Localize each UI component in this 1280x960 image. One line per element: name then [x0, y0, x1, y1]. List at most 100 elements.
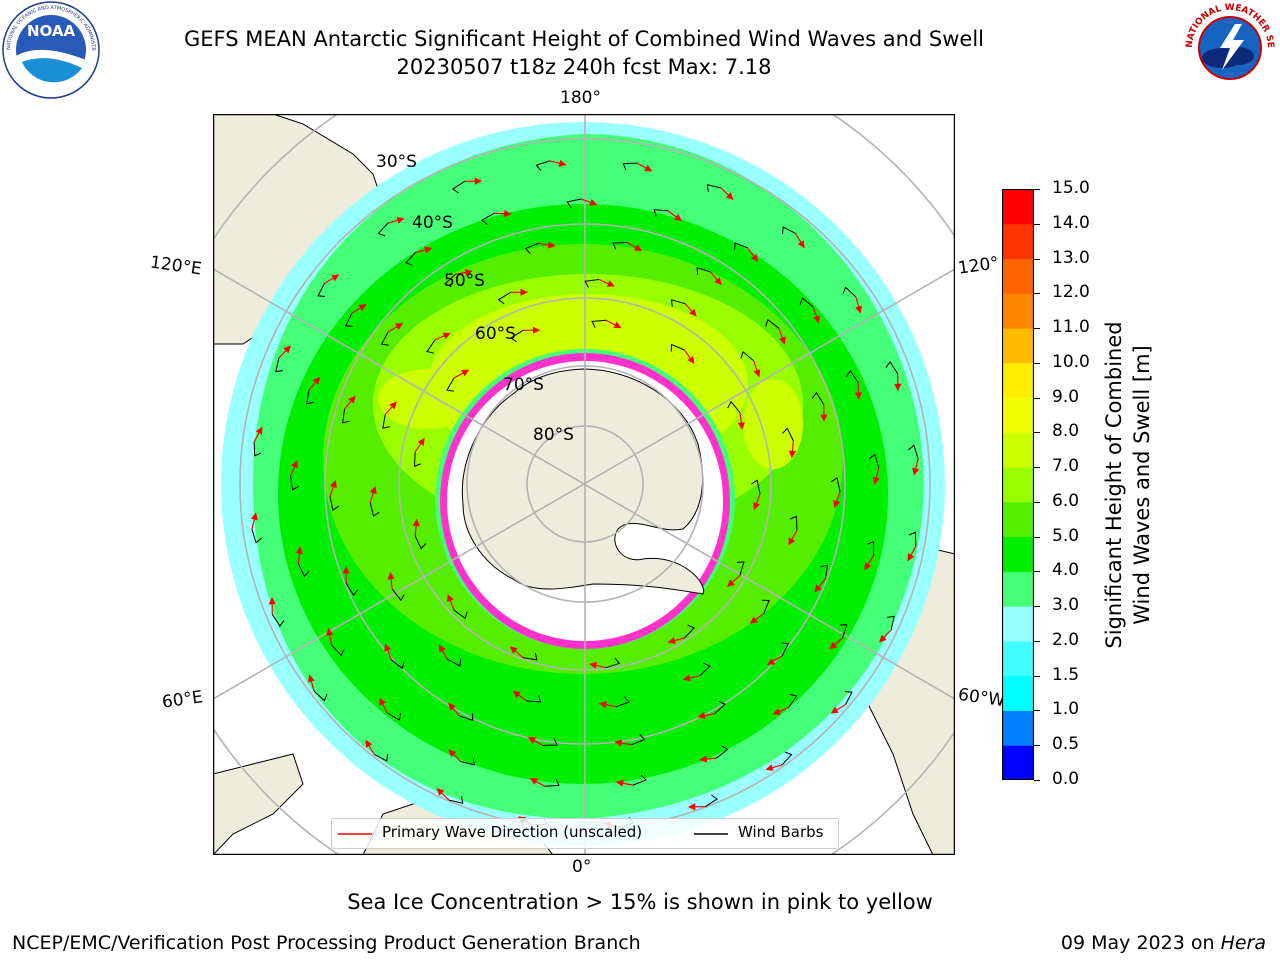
wind-barb: [382, 414, 390, 429]
wave-direction-arrowhead: [907, 553, 915, 562]
colorbar-segment: [1002, 467, 1034, 503]
wave-direction-arrowhead: [504, 210, 512, 218]
colorbar-segment: [1002, 189, 1034, 225]
wave-direction-arrowhead: [412, 518, 420, 527]
wind-barb: [317, 283, 326, 297]
wave-direction-arrowhead: [527, 736, 537, 744]
wind-barb: [830, 477, 841, 492]
lat-label-50s: 50°S: [444, 271, 485, 291]
wind-barb: [653, 209, 669, 217]
wind-barb: [481, 212, 495, 225]
wind-barb: [845, 369, 859, 383]
lat-label-30s: 30°S: [376, 152, 417, 172]
colorbar-tick-mark: [1034, 432, 1040, 434]
wave-direction-arrowhead: [699, 755, 708, 763]
wave-direction-arrowhead: [389, 401, 397, 410]
wind-barb: [313, 690, 328, 702]
colorbar-tick-mark: [1034, 189, 1040, 190]
wave-direction-arrowhead: [331, 274, 340, 282]
wave-direction-arrowhead: [633, 244, 643, 252]
wave-direction-arrowhead: [765, 764, 774, 772]
wave-direction-arrowhead: [342, 566, 350, 574]
map-legend: Primary Wave Direction (unscaled) Wind B…: [331, 818, 839, 849]
lat-label-80s: 80°S: [533, 425, 574, 445]
wind-barb: [369, 502, 380, 517]
wind-barb: [839, 624, 848, 639]
legend-primary-wave-label: Primary Wave Direction (unscaled): [382, 823, 643, 841]
colorbar-segment: [1002, 710, 1034, 746]
wind-barb: [387, 712, 401, 721]
wave-direction-arrowhead: [689, 308, 697, 317]
wave-direction-arrowhead: [369, 485, 377, 495]
wave-direction-arrowhead: [687, 803, 696, 811]
wave-direction-arrowhead: [854, 392, 863, 400]
wind-barb: [782, 427, 794, 442]
colorbar-tick-label: 1.5: [1052, 664, 1080, 685]
wave-direction-arrowhead: [727, 579, 735, 588]
wind-barb: [781, 642, 790, 657]
wind-barb: [453, 609, 468, 620]
wave-direction-arrowhead: [830, 706, 839, 714]
wave-direction-arrowhead: [417, 437, 425, 446]
polar-map: [212, 113, 956, 856]
wind-barb: [290, 475, 299, 491]
wind-barb: [844, 691, 853, 705]
wave-direction-arrowhead: [788, 450, 796, 459]
wind-barb: [452, 180, 465, 194]
noaa-logo-text: NOAA: [27, 22, 76, 40]
wind-barb: [605, 657, 621, 669]
wind-barb: [497, 291, 511, 305]
wave-direction-arrowhead: [614, 739, 623, 747]
colorbar-segment: [1002, 223, 1034, 260]
wind-barb: [380, 331, 389, 346]
colorbar-tick-label: 2.0: [1052, 629, 1080, 650]
wave-direction-arrowhead: [547, 241, 556, 249]
wave-direction-arrowhead: [365, 739, 373, 748]
wave-band-west: [378, 369, 478, 429]
wave-direction-arrowhead: [474, 177, 483, 185]
wind-barb: [566, 198, 582, 209]
wind-barb: [734, 242, 748, 250]
wave-direction-arrowhead: [348, 395, 356, 404]
colorbar-segment: [1002, 675, 1034, 711]
lon-label-120w: 120°: [956, 253, 1001, 279]
wave-direction-arrowhead: [753, 369, 761, 378]
colorbar-segment: [1002, 328, 1034, 364]
wave-direction-arrowhead: [326, 627, 334, 636]
wave-direction-arrowhead: [312, 376, 321, 385]
wind-barb: [391, 588, 405, 602]
date-text: 09 May 2023 on: [1060, 932, 1215, 954]
colorbar-tick-label: 8.0: [1052, 421, 1080, 442]
wind-barb: [842, 286, 857, 298]
wind-barb: [542, 738, 558, 746]
wave-direction-arrowhead: [379, 697, 386, 706]
wind-barb: [251, 529, 262, 544]
wave-direction-arrowhead: [520, 288, 528, 296]
colorbar-segment: [1002, 745, 1034, 781]
wave-direction-arrowhead: [606, 280, 615, 287]
colorbar-segment: [1002, 258, 1034, 294]
wind-barb: [253, 441, 262, 457]
wind-barb: [705, 794, 718, 808]
wind-barb: [908, 444, 919, 459]
wind-barb: [535, 160, 550, 171]
wave-direction-arrowhead: [753, 502, 760, 511]
colorbar-tick-label: 14.0: [1052, 212, 1090, 233]
wave-direction-arrowhead: [894, 383, 902, 392]
wave-direction-arrowhead: [283, 345, 291, 354]
colorbar-tick-mark: [1034, 397, 1040, 399]
colorbar-segment: [1002, 397, 1034, 433]
wave-direction-arrowhead: [387, 571, 395, 580]
wind-barb: [377, 222, 389, 237]
colorbar-segment: [1002, 293, 1034, 329]
wind-barb: [526, 695, 542, 703]
wave-direction-arrowhead: [697, 711, 706, 720]
wave-direction-arrowhead: [358, 303, 367, 311]
wind-barb: [696, 266, 711, 275]
wave-direction-arrowhead: [512, 690, 521, 699]
lat-label-60s: 60°S: [475, 324, 516, 344]
wind-barb: [459, 713, 474, 722]
wind-barb: [885, 361, 899, 374]
colorbar-tick-mark: [1034, 467, 1040, 469]
wind-barb: [413, 452, 422, 467]
